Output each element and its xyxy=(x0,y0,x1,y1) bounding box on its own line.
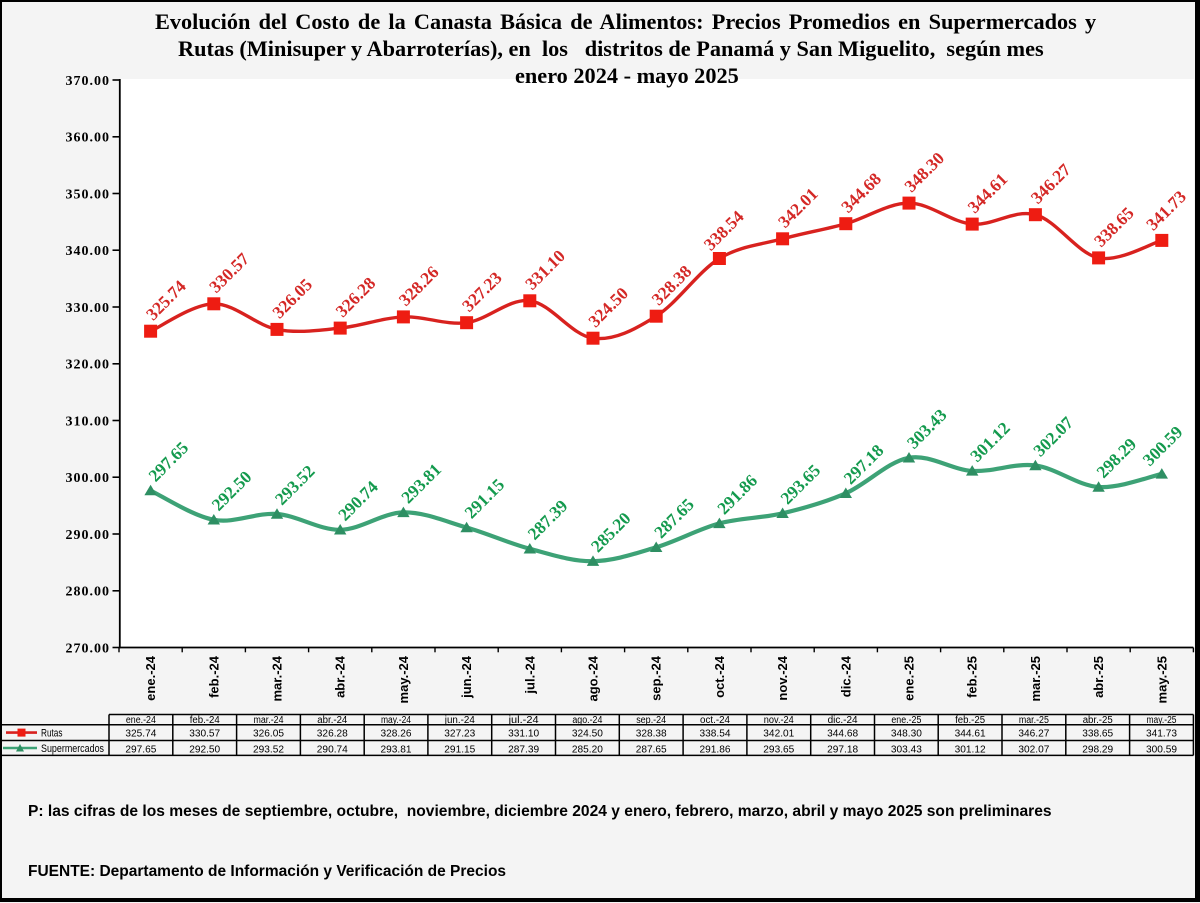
svg-text:300.59: 300.59 xyxy=(1146,743,1177,755)
svg-text:303.43: 303.43 xyxy=(891,743,922,755)
svg-text:326.28: 326.28 xyxy=(317,728,348,740)
svg-text:nov.-24: nov.-24 xyxy=(764,715,794,726)
svg-text:370.00: 370.00 xyxy=(66,74,111,89)
svg-text:jun.-24: jun.-24 xyxy=(444,715,475,726)
svg-text:330.57: 330.57 xyxy=(189,728,220,740)
svg-text:abr.-24: abr.-24 xyxy=(333,655,348,698)
svg-text:298.29: 298.29 xyxy=(1082,743,1113,755)
svg-text:344.61: 344.61 xyxy=(955,728,986,740)
svg-text:290.00: 290.00 xyxy=(66,528,111,543)
svg-text:287.39: 287.39 xyxy=(508,743,539,755)
svg-text:dic.-24: dic.-24 xyxy=(828,715,858,726)
svg-text:310.00: 310.00 xyxy=(66,414,111,429)
svg-text:ene.-24: ene.-24 xyxy=(126,715,156,726)
svg-text:327.23: 327.23 xyxy=(444,728,475,740)
svg-text:285.20: 285.20 xyxy=(572,743,603,755)
svg-text:mar.-24: mar.-24 xyxy=(254,715,284,726)
svg-text:mar.-25: mar.-25 xyxy=(1019,715,1049,726)
svg-text:338.65: 338.65 xyxy=(1082,728,1113,740)
svg-text:Supermercados: Supermercados xyxy=(41,743,104,755)
svg-text:mar.-24: mar.-24 xyxy=(270,655,285,701)
svg-text:287.65: 287.65 xyxy=(636,743,667,755)
svg-text:328.26: 328.26 xyxy=(381,728,412,740)
svg-text:360.00: 360.00 xyxy=(66,131,111,146)
svg-text:may.-25: may.-25 xyxy=(1154,656,1169,703)
svg-text:dic.-24: dic.-24 xyxy=(838,655,853,697)
svg-text:328.38: 328.38 xyxy=(636,728,667,740)
svg-text:326.05: 326.05 xyxy=(253,728,284,740)
svg-text:300.00: 300.00 xyxy=(66,471,111,486)
svg-text:320.00: 320.00 xyxy=(66,358,111,373)
svg-text:325.74: 325.74 xyxy=(125,728,156,740)
svg-text:348.30: 348.30 xyxy=(891,728,922,740)
svg-text:270.00: 270.00 xyxy=(66,641,111,656)
svg-text:ago.-24: ago.-24 xyxy=(586,655,601,701)
svg-text:ene.-25: ene.-25 xyxy=(891,715,921,726)
svg-text:mar.-25: mar.-25 xyxy=(1028,656,1043,702)
svg-text:290.74: 290.74 xyxy=(317,743,348,755)
svg-text:344.68: 344.68 xyxy=(827,728,858,740)
svg-text:oct.-24: oct.-24 xyxy=(700,715,730,726)
svg-text:jul.-24: jul.-24 xyxy=(522,655,537,694)
svg-text:350.00: 350.00 xyxy=(66,187,111,202)
svg-text:ene.-25: ene.-25 xyxy=(902,656,917,701)
svg-text:293.65: 293.65 xyxy=(763,743,794,755)
svg-text:ago.-24: ago.-24 xyxy=(572,715,602,726)
svg-text:jul.-24: jul.-24 xyxy=(507,715,539,726)
svg-text:340.00: 340.00 xyxy=(66,244,111,259)
svg-text:sep.-24: sep.-24 xyxy=(636,715,666,726)
svg-text:292.50: 292.50 xyxy=(189,743,220,755)
svg-text:341.73: 341.73 xyxy=(1146,728,1177,740)
svg-text:feb.-25: feb.-25 xyxy=(965,656,980,698)
svg-text:feb.-24: feb.-24 xyxy=(206,655,221,698)
svg-text:301.12: 301.12 xyxy=(955,743,986,755)
svg-text:nov.-24: nov.-24 xyxy=(775,655,790,700)
svg-text:324.50: 324.50 xyxy=(572,728,603,740)
svg-text:feb.-25: feb.-25 xyxy=(955,715,985,726)
svg-text:280.00: 280.00 xyxy=(66,585,111,600)
svg-text:330.00: 330.00 xyxy=(66,301,111,316)
svg-text:feb.-24: feb.-24 xyxy=(190,715,220,726)
svg-text:may.-24: may.-24 xyxy=(396,655,411,703)
svg-text:342.01: 342.01 xyxy=(763,728,794,740)
svg-text:293.81: 293.81 xyxy=(381,743,412,755)
svg-text:sep.-24: sep.-24 xyxy=(649,655,664,701)
svg-text:346.27: 346.27 xyxy=(1018,728,1049,740)
svg-text:331.10: 331.10 xyxy=(508,728,539,740)
svg-text:abr.-24: abr.-24 xyxy=(317,715,347,726)
svg-text:291.15: 291.15 xyxy=(444,743,475,755)
svg-text:abr.-25: abr.-25 xyxy=(1091,656,1106,698)
svg-text:oct.-24: oct.-24 xyxy=(712,655,727,698)
svg-text:297.18: 297.18 xyxy=(827,743,858,755)
svg-text:Rutas: Rutas xyxy=(41,728,63,740)
svg-text:ene.-24: ene.-24 xyxy=(143,655,158,701)
svg-text:302.07: 302.07 xyxy=(1018,743,1049,755)
svg-text:abr.-25: abr.-25 xyxy=(1083,715,1113,726)
svg-text:may.-25: may.-25 xyxy=(1147,715,1177,726)
svg-text:291.86: 291.86 xyxy=(700,743,731,755)
svg-text:297.65: 297.65 xyxy=(125,743,156,755)
svg-text:293.52: 293.52 xyxy=(253,743,284,755)
svg-text:jun.-24: jun.-24 xyxy=(459,655,474,699)
svg-text:may.-24: may.-24 xyxy=(381,715,411,726)
svg-text:338.54: 338.54 xyxy=(700,728,731,740)
